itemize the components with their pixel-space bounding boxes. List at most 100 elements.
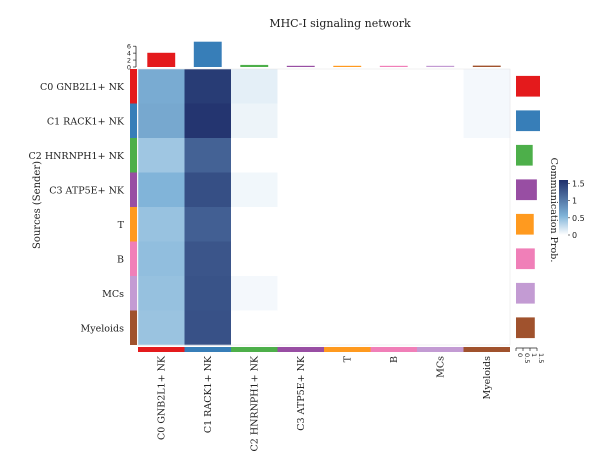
- heatmap-cell: [231, 69, 278, 104]
- heatmap-cell: [463, 69, 511, 104]
- heatmap-cell: [417, 310, 464, 346]
- right-bar-tick-label: 1.5: [537, 353, 545, 363]
- row-label: B: [117, 254, 124, 265]
- row-label: C2 HNRNPH1+ NK: [28, 151, 124, 162]
- heatmap-cell: [324, 172, 371, 208]
- heatmap-cell: [463, 138, 511, 173]
- heatmap-cell: [370, 69, 418, 104]
- column-label: C1 RACK1+ NK: [203, 355, 214, 433]
- right-bar-plot: 0 0.5 1 1.5: [515, 75, 545, 363]
- heatmap-cell: [324, 138, 371, 173]
- legend-title: Communication Prob.: [548, 158, 559, 263]
- row-color-strip: [130, 69, 137, 104]
- top-bar-tick-label: 2: [127, 57, 131, 65]
- color-legend: 1.5 1 0.5 0: [559, 179, 585, 240]
- right-bar-tick-label: 1: [530, 353, 538, 357]
- column-color-strip: [417, 347, 464, 352]
- column-color-strip: [324, 347, 371, 352]
- heatmap-cell: [370, 138, 418, 173]
- heatmap-cell: [463, 276, 511, 311]
- right-bar: [516, 179, 537, 201]
- column-label: C2 HNRNPH1+ NK: [249, 355, 260, 451]
- top-bar: [472, 65, 501, 67]
- row-label: Myeloids: [81, 323, 125, 334]
- row-color-strip: [130, 138, 137, 173]
- heatmap-cell: [184, 103, 232, 139]
- row-label: C1 RACK1+ NK: [47, 116, 125, 127]
- top-bar-tick-label: 6: [127, 43, 131, 51]
- row-color-strips: [130, 69, 137, 345]
- column-color-strip: [463, 347, 510, 352]
- heatmap-cell: [138, 138, 185, 173]
- heatmap-cell: [138, 310, 185, 346]
- column-labels: C0 GNB2L1+ NK C1 RACK1+ NK C2 HNRNPH1+ NK C…: [156, 355, 493, 451]
- heatmap-cell: [138, 276, 185, 311]
- heatmap-cell: [138, 103, 185, 139]
- heatmap-cell: [184, 276, 232, 311]
- row-color-strip: [130, 241, 137, 276]
- column-label: MCs: [435, 356, 446, 378]
- heatmap-cell: [231, 241, 278, 277]
- heatmap-cell: [324, 241, 371, 277]
- heatmap-cell: [370, 172, 418, 208]
- heatmap-cell: [324, 207, 371, 242]
- row-label: T: [118, 220, 125, 231]
- top-bar: [240, 64, 269, 67]
- heatmap-cell: [370, 207, 418, 242]
- right-bar-tick-label: 0.5: [523, 353, 531, 363]
- heatmap-cell: [463, 207, 511, 242]
- heatmap-cell: [463, 103, 511, 139]
- heatmap-cell: [417, 138, 464, 173]
- heatmap-cell: [231, 172, 278, 208]
- heatmap-cell: [417, 172, 464, 208]
- heatmap-cell: [138, 207, 185, 242]
- heatmap-cell: [277, 207, 325, 242]
- heatmap-cell: [370, 103, 418, 139]
- heatmap-cell: [138, 172, 185, 208]
- heatmap-cell: [231, 103, 278, 139]
- column-label: C0 GNB2L1+ NK: [156, 355, 167, 440]
- heatmap-cell: [277, 276, 325, 311]
- heatmap-cell: [277, 310, 325, 346]
- right-bar: [516, 110, 540, 132]
- top-bar: [379, 65, 408, 67]
- heatmap-cell: [463, 310, 511, 346]
- column-label: Myeloids: [482, 356, 493, 400]
- row-color-strip: [130, 310, 137, 345]
- heatmap-cell: [184, 138, 232, 173]
- heatmap-cell: [463, 241, 511, 277]
- column-color-strip: [277, 347, 324, 352]
- heatmap-cell: [370, 310, 418, 346]
- right-bar: [516, 248, 535, 270]
- heatmap-cell: [370, 276, 418, 311]
- right-bar: [516, 317, 535, 339]
- heatmap-cell: [184, 310, 232, 346]
- top-bar-tick-label: 4: [127, 50, 131, 58]
- heatmap-cell: [324, 310, 371, 346]
- right-bar: [516, 282, 535, 304]
- right-bar-tick-label: 0: [516, 353, 524, 357]
- column-color-strip: [184, 347, 231, 352]
- heatmap-cell: [277, 138, 325, 173]
- column-label: C3 ATP5E+ NK: [296, 355, 307, 431]
- right-bar: [516, 75, 540, 97]
- right-bar: [516, 213, 534, 235]
- legend-tick-label: 1: [572, 197, 577, 206]
- heatmap-cell: [231, 138, 278, 173]
- chart-title: MHC-I signaling network: [269, 17, 411, 30]
- top-bar: [286, 65, 315, 67]
- heatmap-cell: [324, 276, 371, 311]
- heatmap-cell: [184, 69, 232, 104]
- row-color-strip: [130, 276, 137, 311]
- legend-tick-label: 0: [572, 231, 577, 240]
- row-label: C0 GNB2L1+ NK: [40, 82, 125, 93]
- heatmap-cell: [324, 69, 371, 104]
- legend-tick-label: 1.5: [572, 179, 585, 188]
- heatmap-cell: [417, 241, 464, 277]
- row-label: MCs: [102, 289, 124, 300]
- heatmap-cell: [277, 103, 325, 139]
- top-bar: [193, 41, 222, 67]
- heatmap-cell: [138, 69, 185, 104]
